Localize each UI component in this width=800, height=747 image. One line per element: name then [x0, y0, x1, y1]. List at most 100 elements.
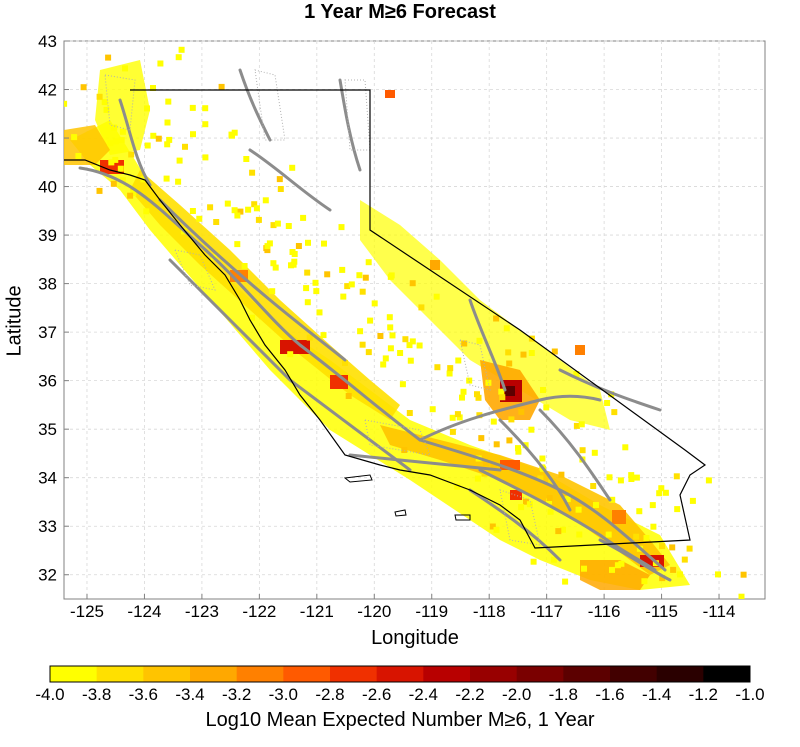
rate-cell: [110, 180, 117, 187]
rate-cell: [681, 556, 688, 563]
rate-cell: [49, 111, 55, 117]
y-tick-label: 37: [38, 323, 57, 342]
rate-band-low: [360, 200, 610, 430]
rate-cell: [518, 408, 525, 415]
rate-hotspot: [505, 386, 515, 396]
rate-cell: [659, 575, 666, 582]
rate-cell: [289, 249, 296, 255]
rate-cell: [518, 504, 525, 511]
colorbar-swatch: [656, 666, 704, 682]
rate-cell: [345, 393, 352, 399]
colorbar-tick-label: -1.0: [735, 685, 764, 704]
fault-san-andreas: [78, 166, 667, 572]
rate-cell: [387, 345, 394, 352]
fault-traces: [78, 68, 672, 582]
rate-cell: [669, 544, 676, 551]
rate-cell: [20, 120, 26, 126]
colorbar-swatch: [96, 666, 144, 682]
x-tick-label: -123: [185, 602, 219, 621]
rate-cell: [508, 416, 515, 423]
rate-cell: [493, 526, 500, 533]
rate-cell: [321, 240, 327, 247]
fault-mojave-2: [498, 418, 572, 512]
rate-cell: [406, 410, 413, 416]
colorbar-swatch: [470, 666, 518, 682]
rate-cell: [483, 460, 490, 467]
rate-cell: [575, 506, 582, 513]
rate-cell: [670, 566, 677, 573]
rate-cell: [155, 135, 162, 142]
rate-cell: [633, 474, 640, 481]
rate-cell: [357, 328, 364, 335]
rate-cell: [377, 333, 384, 339]
rate-cell: [474, 391, 480, 398]
rate-cell: [255, 216, 262, 223]
rate-cell: [231, 129, 238, 136]
colorbar-tick-label: -3.8: [82, 685, 111, 704]
rate-hotspot: [612, 510, 626, 524]
rate-cell: [269, 288, 276, 295]
rate-cell: [558, 471, 565, 478]
colorbar-label: Log10 Mean Expected Number M≥6, 1 Year: [205, 709, 595, 731]
fault-dip-zone: [174, 249, 216, 291]
colorbar-swatch: [330, 666, 378, 682]
rate-cell: [674, 506, 681, 513]
colorbar-tick-label: -2.4: [409, 685, 438, 704]
rate-cell: [150, 85, 156, 91]
rate-cell: [466, 377, 473, 384]
rate-cell: [344, 283, 351, 290]
rate-cell: [474, 475, 481, 482]
rate-cell: [295, 243, 302, 249]
rate-cell: [243, 156, 250, 162]
y-tick-label: 33: [38, 517, 57, 536]
fault-northern: [118, 98, 152, 187]
rate-cell: [515, 445, 521, 452]
rate-cell: [365, 259, 372, 266]
rate-cell: [550, 556, 557, 563]
colorbar-swatch: [516, 666, 564, 682]
rate-cell: [555, 528, 562, 535]
rate-cell: [446, 370, 453, 377]
rate-cell: [118, 137, 125, 144]
colorbar: [49, 665, 751, 683]
rate-cell: [564, 496, 571, 503]
rate-cell: [300, 214, 307, 221]
rate-cell: [454, 483, 461, 490]
rate-cell: [622, 444, 629, 451]
rate-cell: [303, 285, 310, 292]
rate-band-mid: [580, 560, 650, 590]
fault-transverse: [348, 453, 502, 472]
rate-cell: [548, 479, 555, 486]
rate-cell: [658, 485, 665, 492]
colorbar-swatch: [423, 666, 471, 682]
fault-basin-range: [558, 368, 662, 412]
rate-cell: [606, 474, 613, 481]
map-title: 1 Year M≥6 Forecast: [304, 1, 496, 23]
rate-cell: [359, 341, 366, 348]
rate-cell: [178, 46, 185, 53]
rate-cell: [287, 351, 294, 358]
rate-cell: [144, 142, 151, 149]
rate-cell: [447, 365, 454, 372]
rate-cell: [128, 151, 135, 158]
rate-cell: [266, 240, 273, 247]
rate-cell: [380, 361, 387, 368]
rate-cell: [576, 531, 583, 538]
rate-cell: [409, 280, 416, 287]
rate-cell: [359, 288, 366, 295]
rate-cell: [234, 212, 241, 219]
rate-cell: [231, 207, 238, 214]
fault-northern-2: [248, 148, 332, 212]
y-tick-label: 39: [38, 226, 57, 245]
rate-cell: [503, 325, 510, 332]
x-tick-label: -117: [530, 602, 563, 621]
rate-cell: [64, 100, 68, 107]
y-tick-label: 36: [38, 372, 57, 391]
colorbar-tick-label: -2.8: [315, 685, 344, 704]
x-tick-label: -116: [588, 602, 621, 621]
rate-cell: [190, 131, 196, 138]
rate-cell: [127, 192, 134, 199]
rate-cell: [551, 348, 558, 355]
rate-cell: [348, 281, 355, 288]
rate-cell: [386, 314, 393, 321]
